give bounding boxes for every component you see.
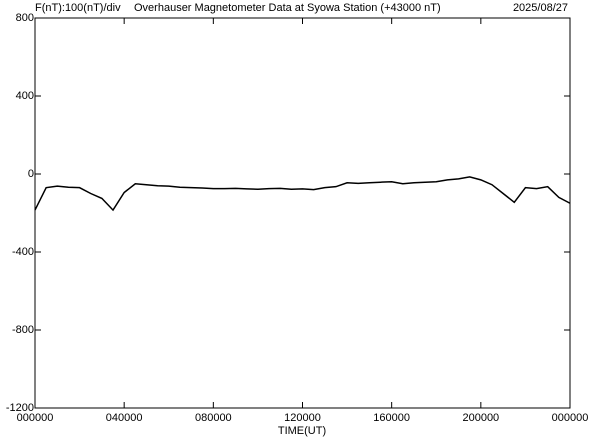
header-left: F(nT):100(nT)/div <box>35 2 121 14</box>
chart-title: Overhauser Magnetometer Data at Syowa St… <box>134 2 441 14</box>
data-line <box>34 176 571 212</box>
plot-frame <box>34 17 571 409</box>
y-tick-label: -400 <box>12 246 34 258</box>
x-tick-label: 080000 <box>195 412 232 424</box>
x-tick-label: 120000 <box>284 412 321 424</box>
y-tick-label: -1200 <box>6 402 34 414</box>
y-tick-label: 800 <box>16 12 34 24</box>
y-tick-label: -800 <box>12 324 34 336</box>
x-tick-label: 200000 <box>462 412 499 424</box>
y-tick-label: 0 <box>28 168 34 180</box>
date: 2025/08/27 <box>513 2 568 14</box>
y-tick-label: 400 <box>16 90 34 102</box>
x-tick-label: 040000 <box>106 412 143 424</box>
x-tick-label: 160000 <box>373 412 410 424</box>
x-tick-label: 000000 <box>17 412 54 424</box>
x-axis-label: TIME(UT) <box>278 425 326 437</box>
x-tick-label: 000000 <box>552 412 589 424</box>
